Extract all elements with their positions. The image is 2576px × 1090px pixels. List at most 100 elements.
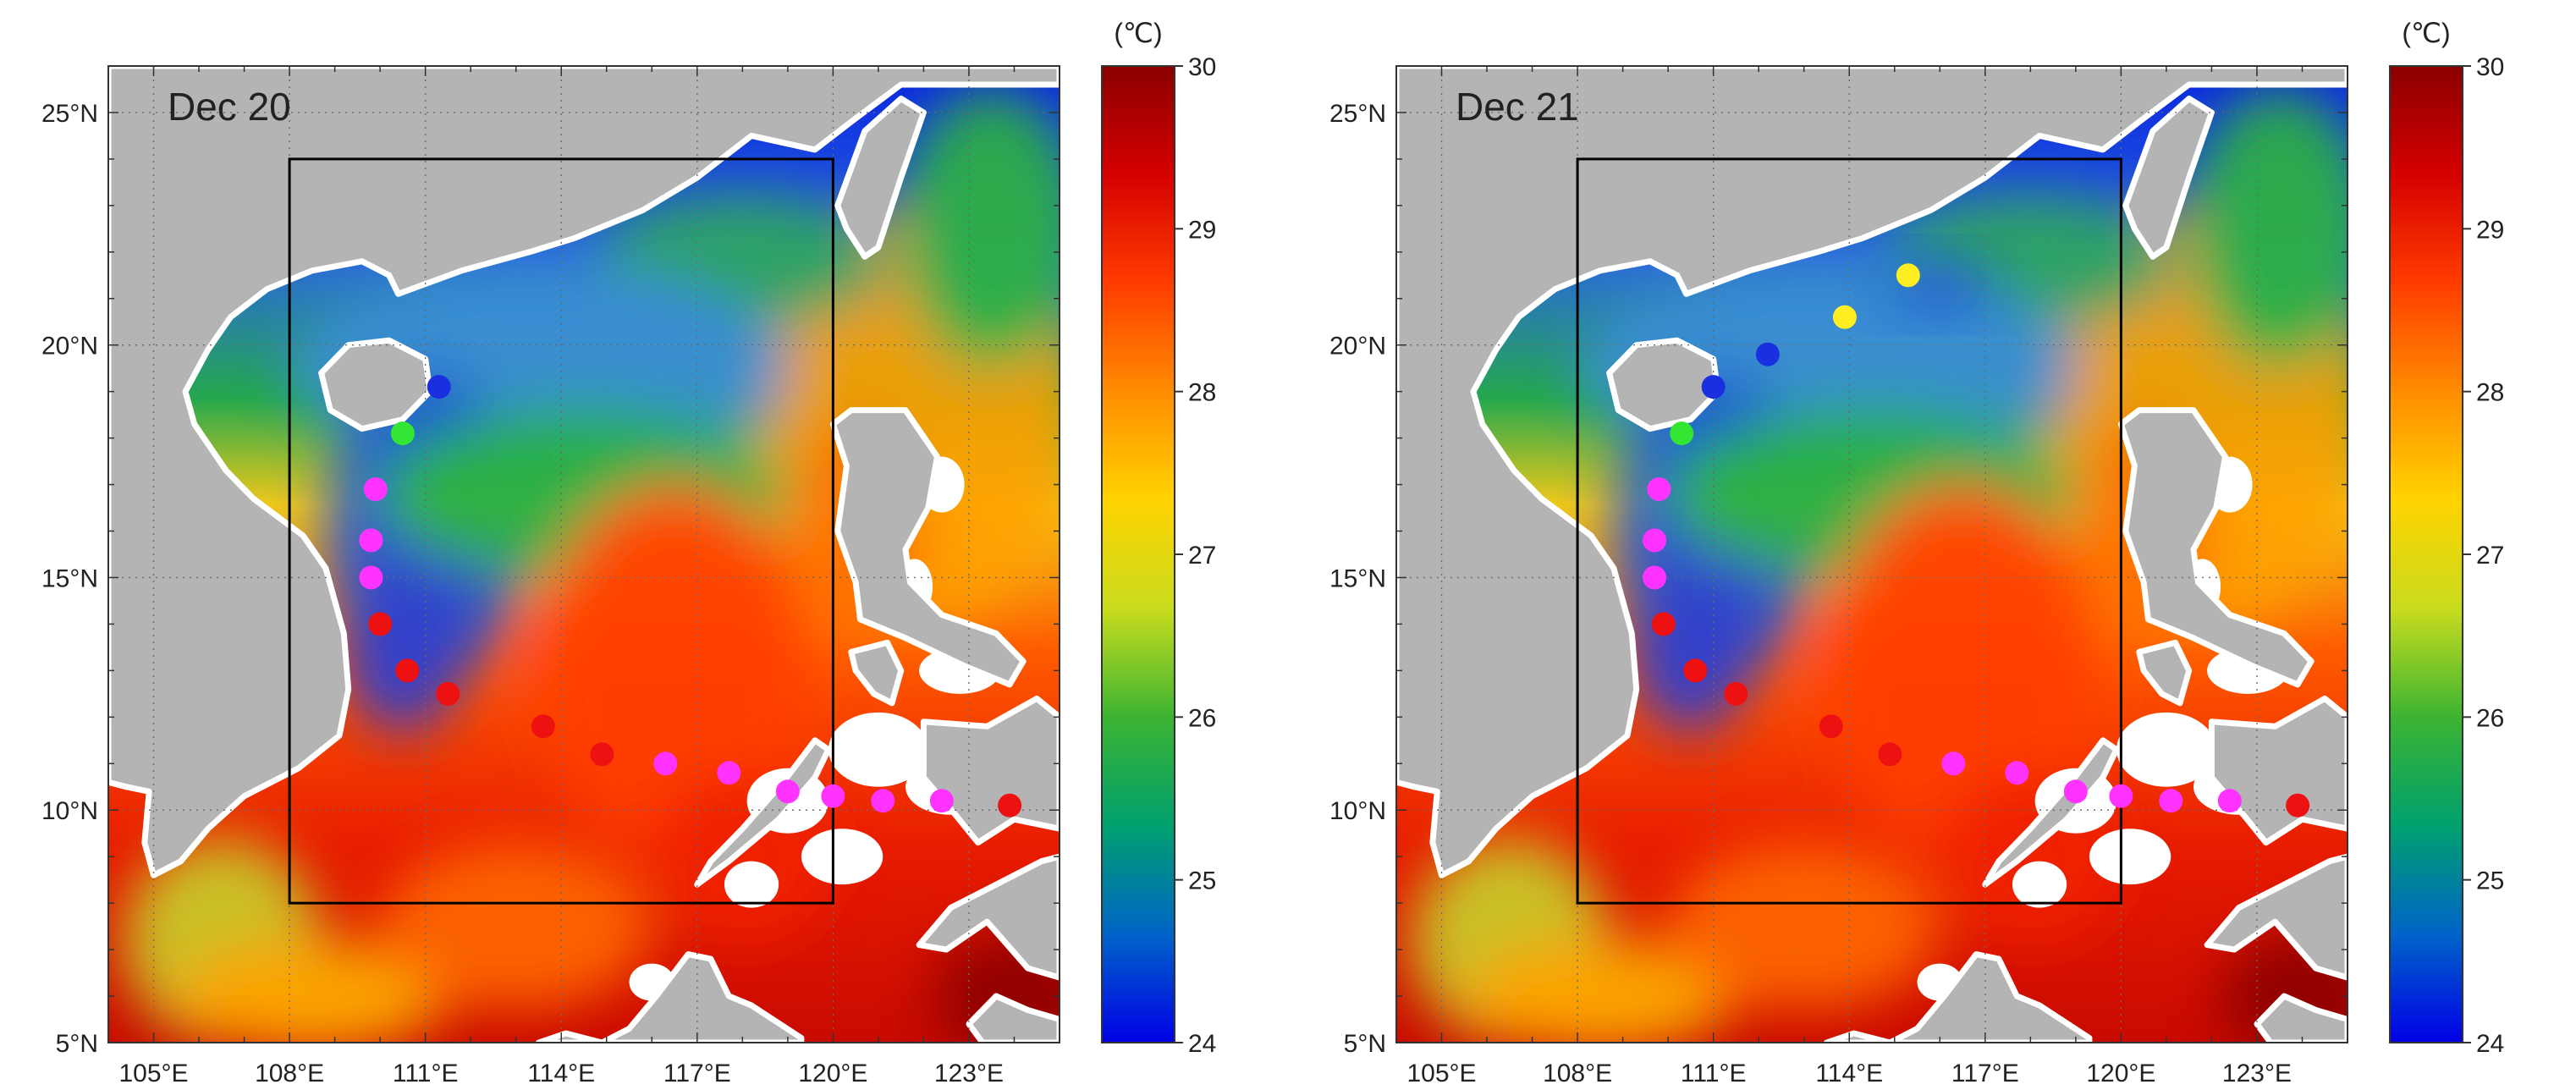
track-marker-magenta (359, 528, 383, 553)
track-marker-red (368, 612, 393, 636)
colorbar-tick-label: 30 (1188, 53, 1216, 81)
map-frame (107, 65, 1060, 1043)
track-marker-red (590, 742, 614, 767)
colorbar-tick-label: 29 (2476, 216, 2504, 244)
track-marker-magenta (2109, 784, 2133, 808)
panel-date-title: Dec 20 (168, 85, 291, 129)
lat-tick-label: 15°N (41, 564, 98, 592)
land-mindanao (916, 853, 1060, 981)
track-marker-red (1819, 714, 1843, 739)
track-marker-magenta (2217, 789, 2242, 813)
lat-tick-label: 25°N (41, 100, 98, 128)
land-mindoro (2136, 639, 2193, 707)
colorbar-tick-label: 25 (2476, 867, 2504, 895)
track-marker-red (2286, 793, 2310, 818)
track-marker-blue (427, 375, 451, 399)
no-data-patch (828, 712, 928, 787)
map-field (1396, 66, 2348, 1043)
track-marker-magenta (1643, 565, 1667, 590)
track-marker-red (395, 658, 420, 683)
lat-tick-label: 5°N (56, 1030, 98, 1058)
land-sulawesi (2254, 993, 2348, 1043)
track-marker-green (390, 421, 415, 446)
lon-tick-label: 117°E (1951, 1060, 2019, 1087)
lon-tick-label: 123°E (934, 1060, 1004, 1087)
sst-map-svg: 105°E 108°E 111°E 114°E 117°E 120°E 123°E 5°N 10… (1329, 18, 2504, 1087)
track-marker-green (1670, 421, 1694, 446)
land-taiwan (834, 96, 927, 260)
track-marker-magenta (929, 789, 954, 813)
colorbar-tick-label: 27 (2476, 542, 2504, 570)
track-marker-magenta (775, 779, 800, 804)
track-marker-red (998, 793, 1022, 818)
colorbar-tick-label: 28 (1188, 379, 1216, 407)
land-asia (108, 66, 1060, 878)
lat-tick-label: 5°N (1344, 1030, 1386, 1058)
map-frame (1395, 65, 2348, 1043)
no-data-patch (801, 829, 883, 885)
lat-tick-label: 15°N (1329, 564, 1386, 592)
study-region-box (1576, 157, 2122, 905)
land-mindoro (848, 639, 905, 707)
sst-map-panel-dec21: 105°E 108°E 111°E 114°E 117°E 120°E 123°E 5°N 10… (1288, 0, 2576, 1090)
lon-tick-label: 108°E (255, 1060, 324, 1087)
track-marker-red (1683, 658, 1708, 683)
lon-tick-label: 123°E (2222, 1060, 2292, 1087)
track-marker-red (1651, 612, 1676, 636)
track-marker-magenta (1643, 528, 1667, 553)
track-marker-blue (1701, 375, 1726, 399)
colorbar-tick-label: 29 (1188, 216, 1216, 244)
land-borneo (536, 951, 805, 1043)
land-palawan (1982, 737, 2120, 888)
track-marker-magenta (821, 784, 845, 808)
land-luzon (829, 407, 1027, 688)
land-palawan (694, 737, 832, 888)
track-marker-red (436, 681, 460, 706)
colorbar-unit-label: (℃) (2402, 18, 2450, 48)
track-marker-magenta (717, 761, 741, 785)
lat-tick-label: 25°N (1329, 100, 1386, 128)
lon-tick-label: 111°E (1681, 1060, 1747, 1087)
track-marker-blue (1755, 342, 1780, 366)
track-marker-red (1724, 681, 1748, 706)
track-marker-magenta (2159, 789, 2183, 813)
colorbar-tick-label: 24 (2476, 1030, 2504, 1058)
lat-tick-label: 10°N (41, 797, 98, 825)
lon-tick-label: 105°E (118, 1060, 188, 1087)
colorbar-tick-label: 28 (2476, 379, 2504, 407)
lon-tick-label: 120°E (2086, 1060, 2155, 1087)
land-taiwan (2122, 96, 2215, 260)
land-sulawesi (966, 993, 1060, 1043)
track-marker-magenta (359, 565, 383, 590)
track-marker-magenta (2005, 761, 2029, 785)
lat-tick-label: 20°N (1329, 333, 1386, 361)
lon-tick-label: 105°E (1406, 1060, 1476, 1087)
track-marker-magenta (1647, 477, 1671, 502)
no-data-patch (2089, 829, 2171, 885)
sst-map-svg: 105°E 108°E 111°E 114°E 117°E 120°E 123°E 5°N 10… (41, 18, 1216, 1087)
colorbar (2389, 65, 2463, 1043)
track-marker-red (531, 714, 555, 739)
lon-tick-label: 114°E (527, 1060, 595, 1087)
no-data-patch (2012, 861, 2067, 908)
colorbar-tick-label: 27 (1188, 542, 1216, 570)
lon-tick-label: 120°E (798, 1060, 867, 1087)
colorbar (1101, 65, 1175, 1043)
map-field (108, 66, 1060, 1043)
colorbar-tick-label: 26 (1188, 704, 1216, 732)
colorbar-tick-label: 24 (1188, 1030, 1216, 1058)
track-marker-magenta (653, 751, 678, 776)
lon-tick-label: 111°E (393, 1060, 459, 1087)
land-asia (1396, 66, 2348, 878)
panel-date-title: Dec 21 (1456, 85, 1579, 129)
track-marker-magenta (363, 477, 388, 502)
no-data-patch (2116, 712, 2216, 787)
colorbar-tick-label: 30 (2476, 53, 2504, 81)
track-marker-magenta (871, 789, 895, 813)
lon-tick-label: 108°E (1543, 1060, 1612, 1087)
land-luzon (2117, 407, 2315, 688)
track-marker-yellow (1832, 305, 1857, 329)
track-marker-magenta (1941, 751, 1966, 776)
study-region-box (288, 157, 834, 905)
sst-map-panel-dec20: 105°E 108°E 111°E 114°E 117°E 120°E 123°E 5°N 10… (41, 18, 1216, 1087)
